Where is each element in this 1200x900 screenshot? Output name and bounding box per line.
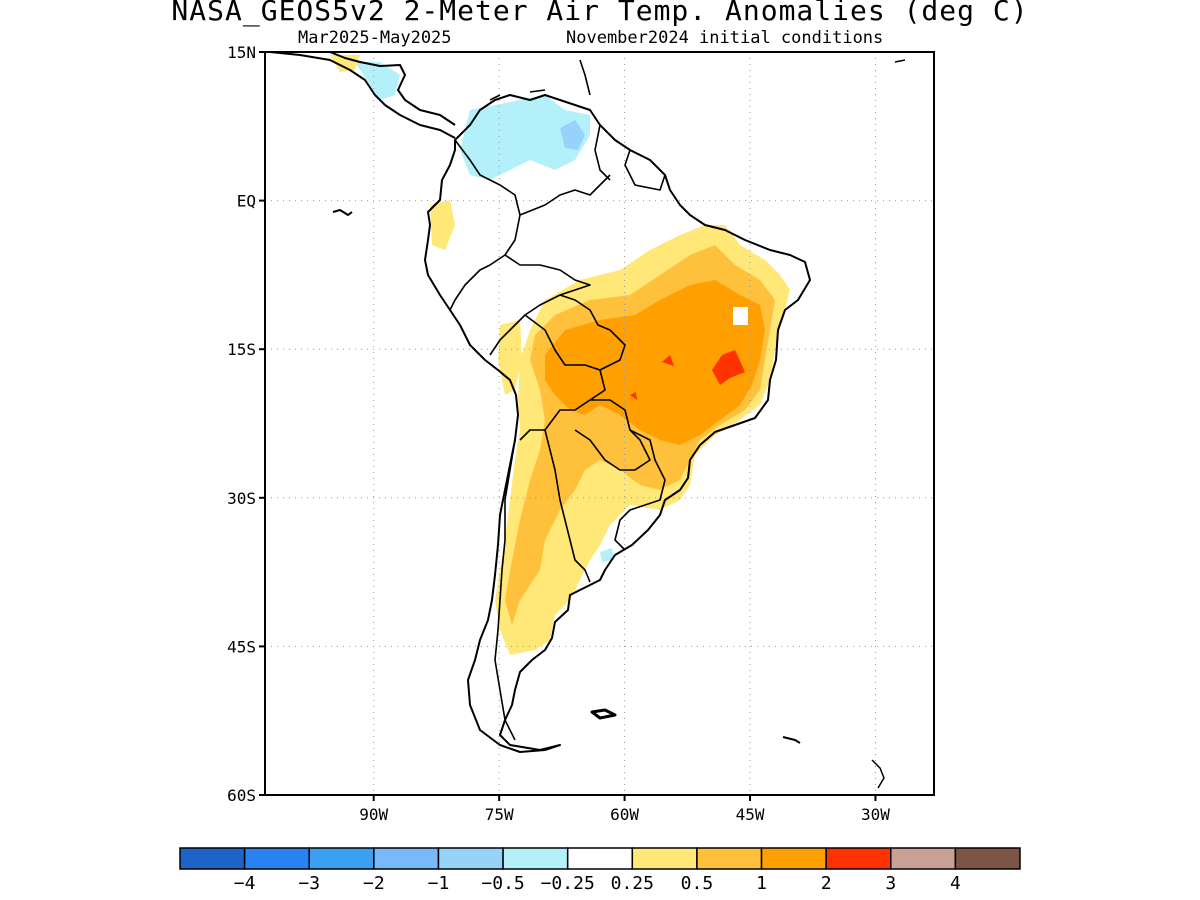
colorbar-swatch xyxy=(696,847,763,870)
central-america-north-coast xyxy=(329,52,456,126)
colorbar-swatch xyxy=(631,847,698,870)
anomaly-yellow-ecuador xyxy=(430,200,455,250)
lon-tick-label: 60W xyxy=(610,805,639,824)
lon-tick-label: 30W xyxy=(861,805,890,824)
colorbar-label: −0.5 xyxy=(481,873,524,894)
anomaly-red xyxy=(712,350,745,385)
anomaly-yellow-andes xyxy=(498,320,522,395)
colorbar-swatch xyxy=(243,847,310,870)
initial-conditions: November2024 initial conditions xyxy=(566,28,884,48)
lon-tick-label: 45W xyxy=(736,805,765,824)
colorbar-swatch xyxy=(825,847,892,870)
anomaly-negative-south xyxy=(600,548,614,562)
anomaly-orange xyxy=(545,280,765,445)
colorbar-label: 3 xyxy=(885,873,896,894)
country-borders xyxy=(449,124,666,741)
colorbar-label: 4 xyxy=(950,873,961,894)
anomaly-negative-north xyxy=(460,95,590,180)
colorbar-label: −4 xyxy=(234,873,256,894)
lon-tick-label: 90W xyxy=(359,805,388,824)
lat-tick-label: 15S xyxy=(227,340,256,359)
lon-tick-label: 75W xyxy=(485,805,514,824)
map-frame xyxy=(264,51,935,796)
lat-tick-label: 60S xyxy=(227,786,256,805)
anomaly-negative-core xyxy=(560,120,585,150)
colorbar-label: −1 xyxy=(428,873,450,894)
colorbar-swatch xyxy=(308,847,375,870)
colorbar-label: 1 xyxy=(756,873,767,894)
forecast-period: Mar2025-May2025 xyxy=(298,28,452,48)
caribbean-islands xyxy=(489,59,906,101)
coastlines xyxy=(269,52,906,789)
anomaly-red-small xyxy=(662,355,674,366)
lat-tick-label: 15N xyxy=(227,43,256,62)
colorbar: −4 −3 −2 −1 −0.5 −0.25 0.25 0.5 1 2 3 4 xyxy=(179,847,1021,894)
anomaly-red-small-2 xyxy=(630,392,637,400)
map-title: NASA_GEOS5v2 2-Meter Air Temp. Anomalies… xyxy=(171,0,1029,27)
axis-ticks: 15N EQ 15S 30S 45S 60S 90W 75W 60W 45W 30W xyxy=(227,43,890,824)
colorbar-label: 0.5 xyxy=(681,873,714,894)
galapagos xyxy=(332,209,353,216)
lat-tick-label: 45S xyxy=(227,637,256,656)
south-georgia xyxy=(782,736,801,744)
colorbar-swatch xyxy=(566,847,634,870)
colorbar-swatch xyxy=(890,847,957,870)
colorbar-swatch xyxy=(373,847,440,870)
south-america-coastline xyxy=(424,94,811,753)
colorbar-swatch xyxy=(760,847,827,870)
colorbar-label: −0.25 xyxy=(541,873,595,894)
falkland-islands xyxy=(590,708,617,720)
colorbar-swatch xyxy=(437,847,504,870)
colorbar-label: −3 xyxy=(298,873,320,894)
colorbar-label: 0.25 xyxy=(611,873,654,894)
anomaly-shading xyxy=(330,55,790,655)
colorbar-label: 2 xyxy=(821,873,832,894)
colorbar-swatch xyxy=(954,847,1021,870)
south-sandwich xyxy=(871,759,885,789)
colorbar-swatch xyxy=(502,847,569,870)
central-america-coastline xyxy=(269,52,456,139)
anomaly-negative-central-america xyxy=(355,62,400,100)
anomaly-gap xyxy=(733,307,748,325)
lat-tick-label: 30S xyxy=(227,489,256,508)
lat-tick-label: EQ xyxy=(237,192,256,211)
colorbar-label: −2 xyxy=(363,873,385,894)
colorbar-swatch xyxy=(179,847,246,870)
